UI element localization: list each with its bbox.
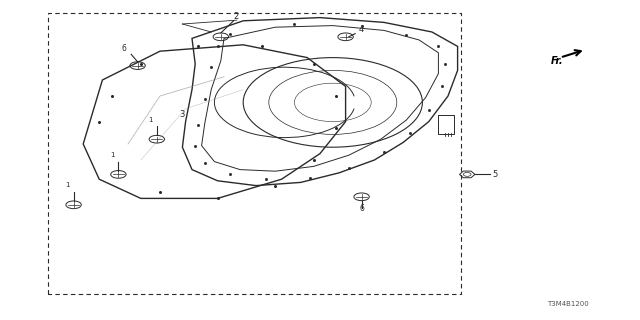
Text: 6: 6 (122, 44, 127, 53)
Text: 1: 1 (109, 152, 115, 158)
Text: 6: 6 (359, 204, 364, 213)
Text: T3M4B1200: T3M4B1200 (547, 301, 589, 307)
Text: 2: 2 (233, 12, 238, 21)
Text: 3: 3 (180, 110, 185, 119)
Text: 5: 5 (493, 170, 498, 179)
Text: Fr.: Fr. (550, 56, 563, 66)
Text: 1: 1 (148, 116, 153, 123)
Text: 4: 4 (359, 25, 364, 34)
Text: 1: 1 (65, 182, 70, 188)
